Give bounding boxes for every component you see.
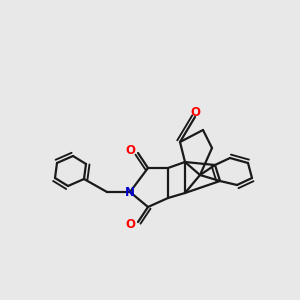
Text: N: N xyxy=(125,185,135,199)
Text: O: O xyxy=(190,106,200,119)
Text: O: O xyxy=(125,218,135,230)
Text: O: O xyxy=(125,145,135,158)
